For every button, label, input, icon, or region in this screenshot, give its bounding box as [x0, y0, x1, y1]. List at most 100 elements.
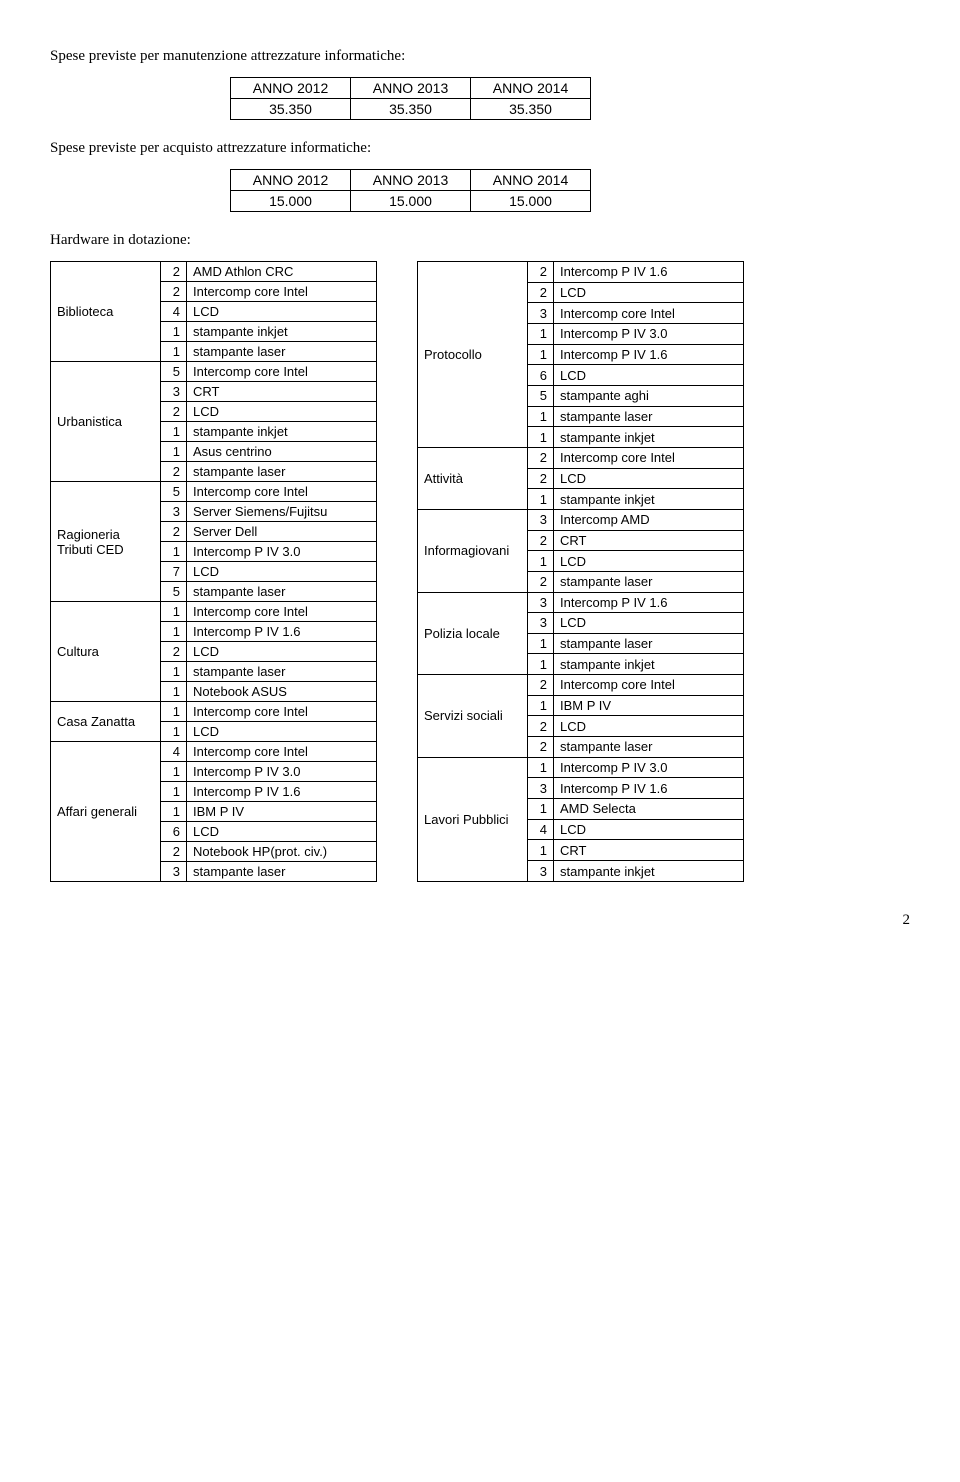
item-description: CRT	[187, 382, 377, 402]
group-label: Attività	[418, 447, 528, 509]
group-label: Cultura	[51, 602, 161, 702]
item-description: stampante laser	[187, 342, 377, 362]
item-description: Notebook HP(prot. civ.)	[187, 842, 377, 862]
item-description: Notebook ASUS	[187, 682, 377, 702]
group-label: Ragioneria Tributi CED	[51, 482, 161, 602]
item-description: Intercomp AMD	[554, 509, 744, 530]
item-count: 2	[161, 462, 187, 482]
item-description: stampante laser	[554, 737, 744, 758]
item-description: LCD	[554, 365, 744, 386]
item-description: Intercomp P IV 1.6	[187, 622, 377, 642]
item-description: LCD	[554, 551, 744, 572]
item-count: 1	[528, 344, 554, 365]
group-label: Biblioteca	[51, 262, 161, 362]
item-count: 3	[161, 382, 187, 402]
item-description: Intercomp core Intel	[187, 742, 377, 762]
item-count: 1	[161, 662, 187, 682]
item-count: 1	[161, 702, 187, 722]
item-count: 5	[161, 582, 187, 602]
item-description: IBM P IV	[187, 802, 377, 822]
item-description: AMD Athlon CRC	[187, 262, 377, 282]
group-label: Servizi sociali	[418, 675, 528, 758]
item-description: Intercomp core Intel	[554, 675, 744, 696]
item-count: 1	[528, 654, 554, 675]
item-count: 5	[161, 362, 187, 382]
item-count: 2	[528, 571, 554, 592]
item-count: 1	[161, 322, 187, 342]
table-value: 15.000	[351, 191, 471, 212]
group-label: Informagiovani	[418, 509, 528, 592]
item-count: 3	[528, 613, 554, 634]
item-description: Intercomp core Intel	[187, 282, 377, 302]
hardware-columns: Biblioteca2AMD Athlon CRC2Intercomp core…	[50, 261, 910, 882]
item-count: 1	[528, 427, 554, 448]
item-description: LCD	[187, 822, 377, 842]
table-header: ANNO 2013	[351, 78, 471, 99]
table-maintenance: ANNO 2012 ANNO 2013 ANNO 2014 35.350 35.…	[230, 77, 591, 120]
table-header: ANNO 2014	[471, 170, 591, 191]
item-description: Intercomp P IV 3.0	[187, 542, 377, 562]
item-count: 2	[528, 530, 554, 551]
item-count: 1	[161, 782, 187, 802]
table-value: 35.350	[351, 99, 471, 120]
heading-2: Spese previste per acquisto attrezzature…	[50, 140, 910, 157]
item-description: stampante laser	[187, 462, 377, 482]
item-description: Intercomp P IV 1.6	[554, 778, 744, 799]
item-description: CRT	[554, 840, 744, 861]
table-header: ANNO 2012	[231, 170, 351, 191]
item-count: 1	[528, 695, 554, 716]
group-label: Casa Zanatta	[51, 702, 161, 742]
item-count: 1	[528, 406, 554, 427]
item-description: LCD	[554, 819, 744, 840]
group-label: Urbanistica	[51, 362, 161, 482]
item-count: 2	[161, 522, 187, 542]
item-count: 1	[528, 840, 554, 861]
item-count: 2	[528, 282, 554, 303]
item-description: Intercomp P IV 1.6	[187, 782, 377, 802]
table-value: 35.350	[471, 99, 591, 120]
item-description: LCD	[187, 642, 377, 662]
heading-3: Hardware in dotazione:	[50, 232, 910, 249]
item-count: 4	[161, 742, 187, 762]
hardware-table-right: Protocollo2Intercomp P IV 1.62LCD3Interc…	[417, 261, 744, 882]
table-value: 15.000	[471, 191, 591, 212]
group-label: Lavori Pubblici	[418, 757, 528, 881]
item-description: Intercomp core Intel	[187, 602, 377, 622]
group-label: Protocollo	[418, 262, 528, 448]
item-count: 1	[161, 602, 187, 622]
item-description: stampante inkjet	[554, 427, 744, 448]
item-count: 1	[161, 802, 187, 822]
item-count: 2	[161, 262, 187, 282]
item-description: Intercomp core Intel	[187, 362, 377, 382]
item-description: stampante aghi	[554, 385, 744, 406]
item-count: 2	[161, 402, 187, 422]
item-count: 6	[528, 365, 554, 386]
item-count: 1	[528, 633, 554, 654]
item-description: Intercomp P IV 3.0	[554, 323, 744, 344]
item-description: IBM P IV	[554, 695, 744, 716]
item-count: 1	[528, 799, 554, 820]
item-description: LCD	[187, 402, 377, 422]
item-description: Intercomp P IV 3.0	[554, 757, 744, 778]
item-count: 2	[528, 716, 554, 737]
table-header: ANNO 2013	[351, 170, 471, 191]
item-count: 2	[161, 642, 187, 662]
item-count: 3	[161, 502, 187, 522]
item-description: LCD	[554, 468, 744, 489]
item-description: stampante laser	[187, 862, 377, 882]
item-description: Intercomp core Intel	[554, 303, 744, 324]
item-description: Server Siemens/Fujitsu	[187, 502, 377, 522]
item-count: 1	[528, 551, 554, 572]
item-description: Intercomp core Intel	[187, 482, 377, 502]
item-description: LCD	[554, 613, 744, 634]
item-count: 1	[161, 622, 187, 642]
table-header: ANNO 2012	[231, 78, 351, 99]
item-description: stampante inkjet	[554, 654, 744, 675]
item-count: 1	[161, 342, 187, 362]
item-count: 3	[528, 303, 554, 324]
item-count: 2	[528, 447, 554, 468]
item-count: 2	[161, 842, 187, 862]
item-description: Asus centrino	[187, 442, 377, 462]
item-description: Intercomp P IV 1.6	[554, 592, 744, 613]
item-count: 3	[528, 778, 554, 799]
